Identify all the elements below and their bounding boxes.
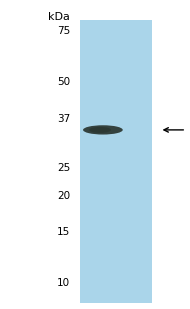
Text: kDa: kDa — [48, 12, 70, 22]
Text: 25: 25 — [57, 163, 70, 173]
Text: 10: 10 — [57, 277, 70, 288]
Text: 75: 75 — [57, 26, 70, 36]
Text: 50: 50 — [57, 77, 70, 87]
Text: 15: 15 — [57, 227, 70, 237]
Text: Western Blot: Western Blot — [73, 0, 158, 3]
FancyBboxPatch shape — [80, 20, 152, 303]
Ellipse shape — [83, 125, 123, 134]
Ellipse shape — [89, 127, 111, 133]
Text: 37: 37 — [57, 114, 70, 124]
Text: 20: 20 — [57, 191, 70, 201]
